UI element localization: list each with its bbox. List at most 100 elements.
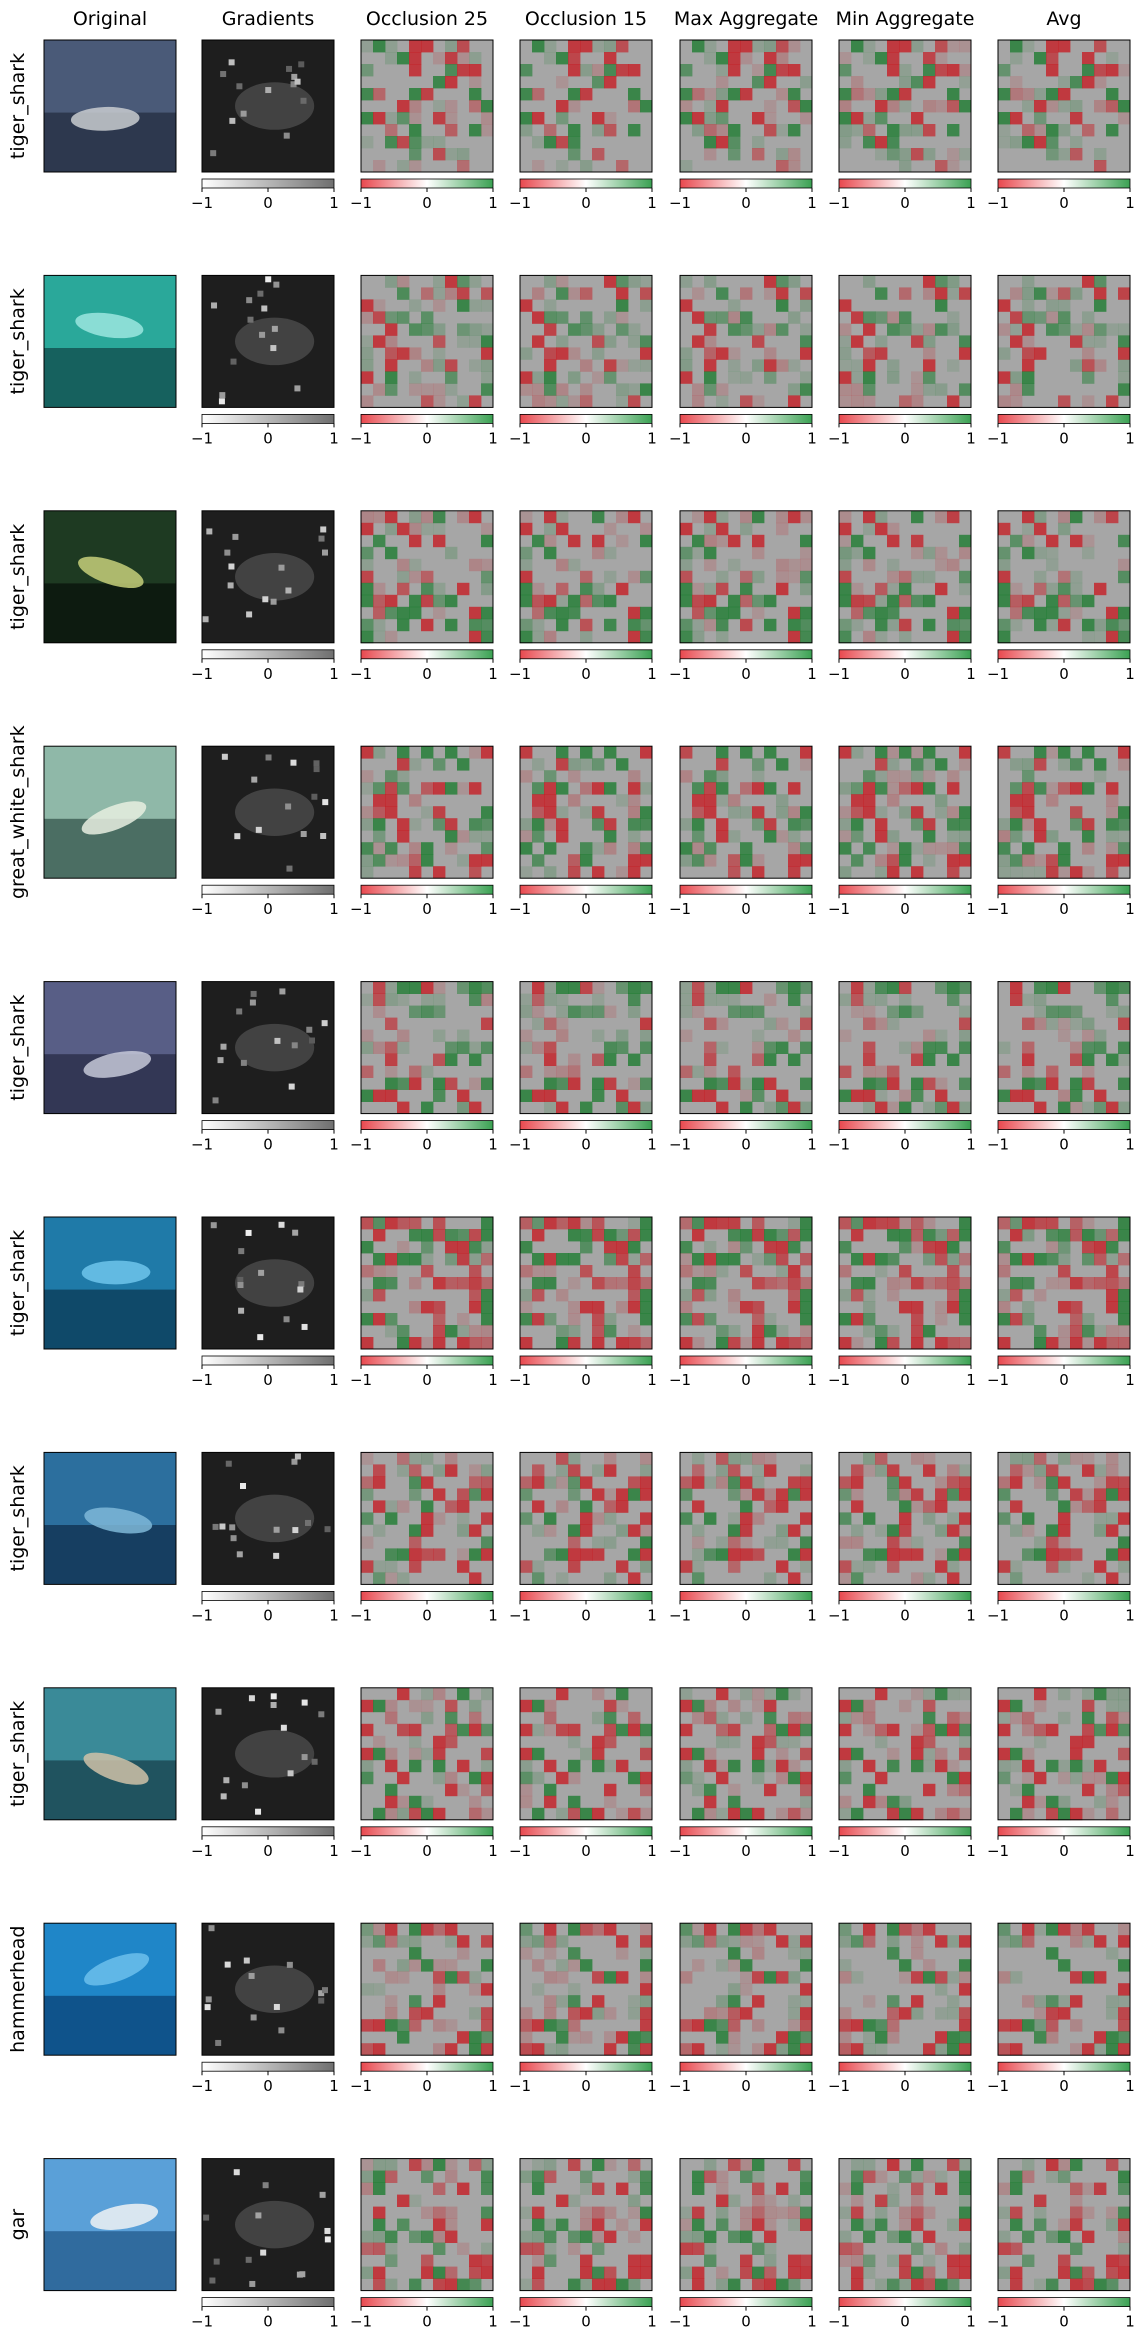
colorbar-tick-label: −1 <box>191 194 213 212</box>
colorbar-tick-label: 1 <box>807 194 817 212</box>
original-image <box>44 1217 176 1349</box>
colorbar-tick-label: 0 <box>263 2077 273 2095</box>
colorbar-tick-label: 0 <box>1059 1136 1069 1154</box>
colorbar-tick-label: 0 <box>900 1606 910 1624</box>
colorbar-tick-label: 1 <box>488 1606 498 1624</box>
colorbar-tick-label: −1 <box>669 194 691 212</box>
colorbar-tick-label: 0 <box>741 429 751 447</box>
figure-row: tiger_shark −1 0 1 −1 0 1 −1 0 1 −1 0 1 −1 0 1 −1 0 1 <box>7 275 1135 447</box>
colorbar-tick-label: −1 <box>828 665 850 683</box>
gradients-map <box>202 275 334 407</box>
figure-rows: tiger_shark−1 0 1 −1 0 1 −1 0 1 −1 0 1 −1 0 1 −1 0 1tiger… <box>7 40 1135 2329</box>
attribution-map <box>680 1688 812 1820</box>
colorbar-tick-label: −1 <box>191 1842 213 1860</box>
attribution-map <box>998 1923 1130 2055</box>
colorbar-tick-label: −1 <box>191 1606 213 1624</box>
colorbar-tick-label: 1 <box>488 1842 498 1860</box>
row-label: gar <box>7 2209 29 2241</box>
colorbar-tick-label: 0 <box>263 1842 273 1860</box>
colorbar-tick-label: 1 <box>966 665 976 683</box>
attribution-map <box>520 1217 652 1349</box>
attribution-map <box>680 1217 812 1349</box>
colorbar-tick-label: 0 <box>581 429 591 447</box>
colorbar-tick-label: 0 <box>581 1371 591 1389</box>
colorbar-tick-label: 0 <box>263 665 273 683</box>
colorbar-tick-label: 0 <box>422 665 432 683</box>
colorbar-tick-label: −1 <box>350 900 372 918</box>
colorbar-tick-label: −1 <box>191 1371 213 1389</box>
attribution-map <box>520 2159 652 2291</box>
colorbar-tick-label: −1 <box>828 2077 850 2095</box>
attribution-map <box>998 2159 1130 2291</box>
row-label: tiger_shark <box>7 524 29 630</box>
gradients-colorbar: −1 0 1 <box>191 2062 339 2095</box>
attribution-map <box>520 40 652 172</box>
attribution-map <box>839 511 971 643</box>
colorbar-tick-label: 0 <box>900 1136 910 1154</box>
attribution-map <box>998 1217 1130 1349</box>
attribution-colorbar: −1 0 1 <box>350 1121 498 1154</box>
colorbar-tick-label: −1 <box>191 1136 213 1154</box>
colorbar-tick-label: 0 <box>1059 2077 1069 2095</box>
attribution-colorbar: −1 0 1 <box>509 1121 657 1154</box>
colorbar-tick-label: 1 <box>966 1606 976 1624</box>
colorbar-tick-label: 1 <box>329 194 339 212</box>
attribution-map <box>839 746 971 878</box>
attribution-map <box>680 40 812 172</box>
attribution-colorbar: −1 0 1 <box>350 1356 498 1389</box>
attribution-colorbar: −1 0 1 <box>669 1827 817 1860</box>
colorbar-tick-label: 0 <box>741 1606 751 1624</box>
colorbar-tick-label: 0 <box>581 900 591 918</box>
colorbar-tick-label: 1 <box>966 1842 976 1860</box>
attribution-colorbar: −1 0 1 <box>828 1827 976 1860</box>
attribution-colorbar: −1 0 1 <box>828 1591 976 1624</box>
gradients-colorbar: −1 0 1 <box>191 414 339 447</box>
colorbar-tick-label: 1 <box>1125 429 1135 447</box>
colorbar-tick-label: −1 <box>828 1371 850 1389</box>
colorbar-tick-label: 0 <box>263 1371 273 1389</box>
colorbar-tick-label: 1 <box>807 1842 817 1860</box>
attribution-colorbar: −1 0 1 <box>987 2062 1135 2095</box>
row-label: tiger_shark <box>7 1701 29 1807</box>
attribution-map <box>361 982 493 1114</box>
attribution-colorbar: −1 0 1 <box>509 885 657 918</box>
colorbar-tick-label: 0 <box>741 2313 751 2329</box>
colorbar-tick-label: 0 <box>581 665 591 683</box>
attribution-map <box>361 511 493 643</box>
original-image <box>44 40 176 172</box>
column-titles: Original Gradients Occlusion 25 Occlusion 1… <box>73 8 1082 30</box>
column-title: Original <box>73 8 147 30</box>
gradients-map <box>202 1452 334 1584</box>
attribution-map <box>839 2159 971 2291</box>
colorbar-tick-label: 1 <box>807 900 817 918</box>
colorbar-tick-label: 0 <box>263 1606 273 1624</box>
colorbar-tick-label: 1 <box>1125 1371 1135 1389</box>
colorbar-tick-label: −1 <box>191 665 213 683</box>
attribution-map <box>361 1452 493 1584</box>
colorbar-tick-label: −1 <box>669 1842 691 1860</box>
figure-row: gar −1 0 1 −1 0 1 −1 0 1 −1 0 1 −1 0 1 −1 0 1 <box>7 2159 1135 2329</box>
attribution-map <box>839 1452 971 1584</box>
colorbar-tick-label: 1 <box>807 429 817 447</box>
gradients-map <box>202 1217 334 1349</box>
colorbar-tick-label: 0 <box>422 900 432 918</box>
attribution-map <box>520 1688 652 1820</box>
gradients-map <box>202 746 334 878</box>
figure-row: tiger_shark −1 0 1 −1 0 1 −1 0 1 −1 0 1 −1 0 1 −1 0 1 <box>7 1688 1135 1860</box>
attribution-map <box>680 1923 812 2055</box>
colorbar-tick-label: −1 <box>987 429 1009 447</box>
row-label: tiger_shark <box>7 1465 29 1571</box>
colorbar-tick-label: 1 <box>488 1371 498 1389</box>
colorbar-tick-label: −1 <box>669 900 691 918</box>
attribution-colorbar: −1 0 1 <box>669 414 817 447</box>
gradients-colorbar: −1 0 1 <box>191 2298 339 2329</box>
attribution-map <box>998 40 1130 172</box>
attribution-colorbar: −1 0 1 <box>509 2298 657 2329</box>
column-title: Min Aggregate <box>836 8 975 30</box>
colorbar-tick-label: −1 <box>350 1842 372 1860</box>
colorbar-tick-label: 1 <box>647 900 657 918</box>
attribution-colorbar: −1 0 1 <box>350 885 498 918</box>
attribution-colorbar: −1 0 1 <box>669 1121 817 1154</box>
colorbar-tick-label: −1 <box>350 194 372 212</box>
